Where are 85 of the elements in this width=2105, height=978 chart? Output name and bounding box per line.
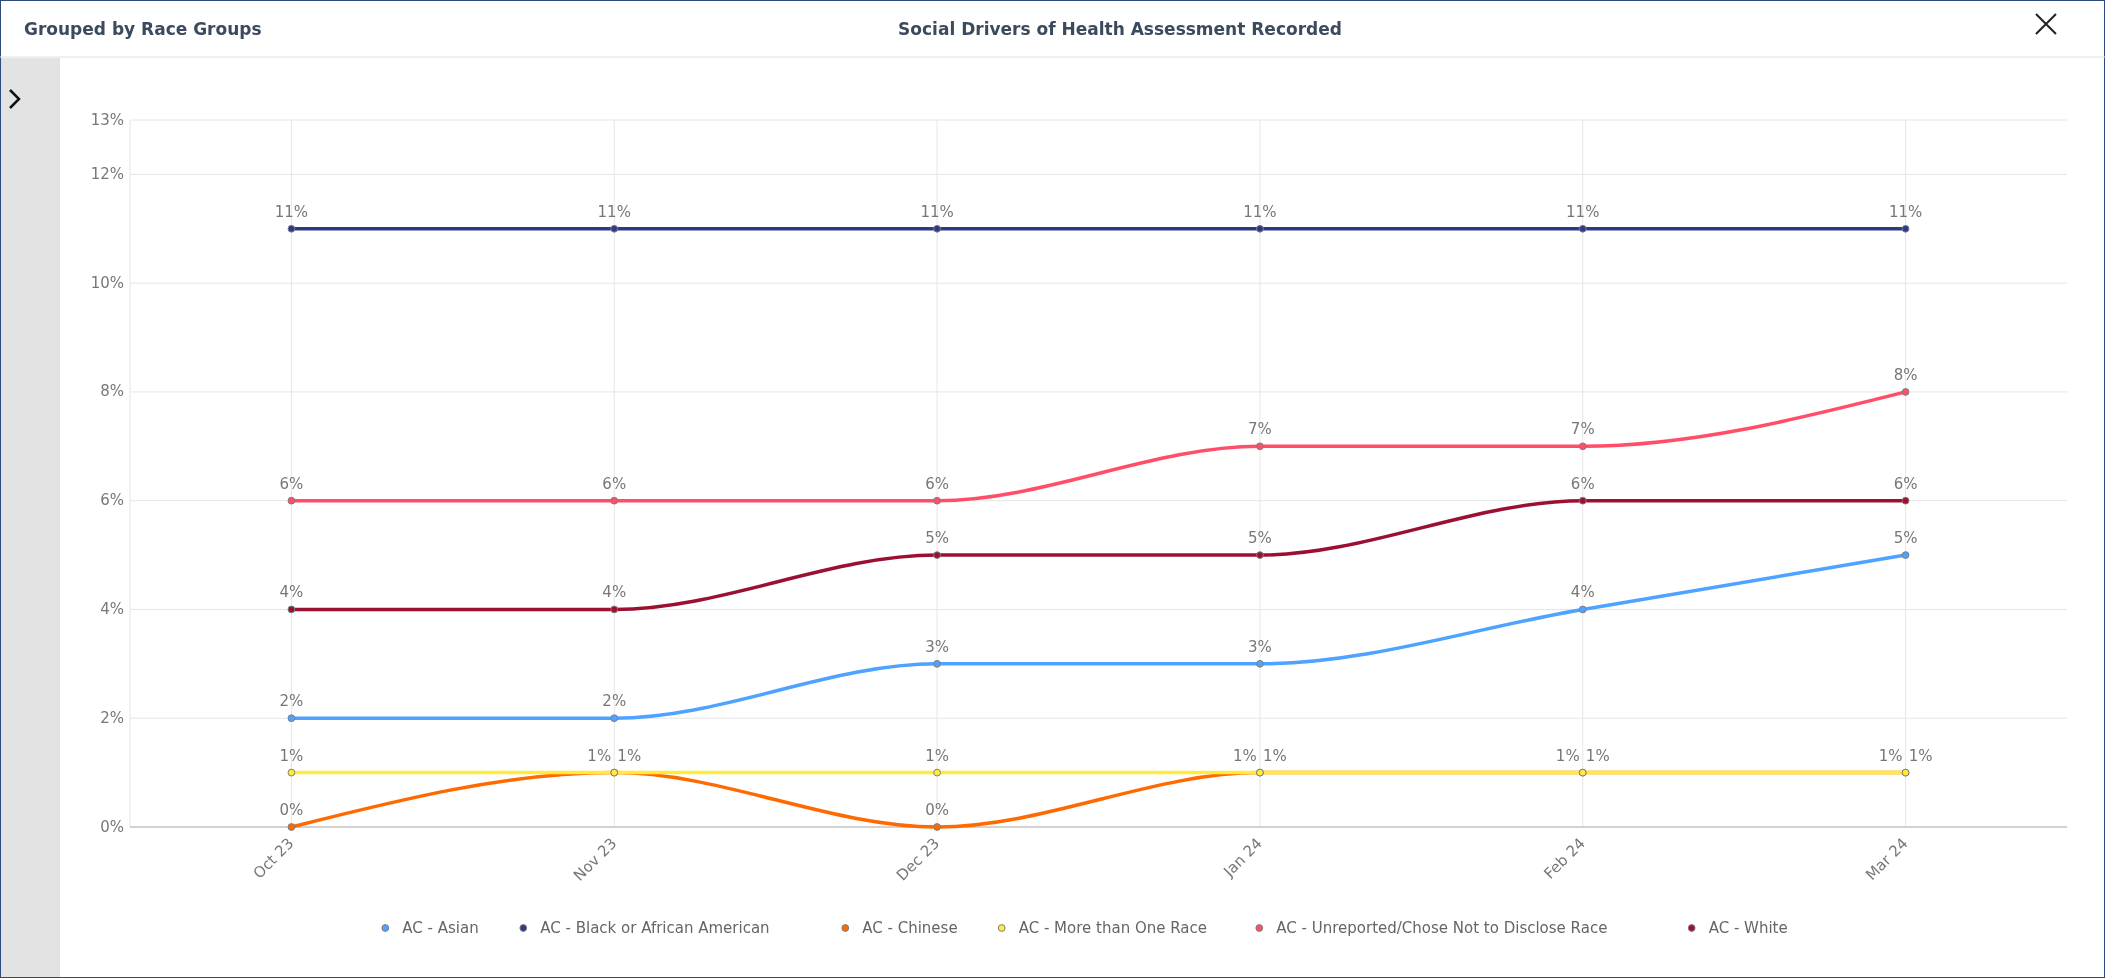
- point: [933, 551, 941, 559]
- y-tick-label: 0%: [100, 817, 124, 836]
- y-tick-label: 4%: [100, 599, 124, 618]
- data-label: 11%: [1888, 202, 1923, 221]
- data-label: 7%: [1248, 420, 1272, 439]
- data-label: 3%: [1248, 637, 1272, 656]
- data-label: 4%: [602, 583, 627, 602]
- point: [1578, 496, 1587, 505]
- chart-subtitle: Grouped by Race Groups: [24, 19, 262, 39]
- data-label: 11%: [1566, 202, 1600, 221]
- x-tick-label: Oct 23: [249, 834, 298, 883]
- legend-label: AC - Unreported/Chose Not to Disclose Race: [1276, 918, 1608, 937]
- point: [1578, 442, 1587, 451]
- legend-label: AC - Chinese: [862, 918, 958, 937]
- y-tick-label: 10%: [90, 273, 124, 292]
- legend-label: AC - More than One Race: [1018, 918, 1208, 937]
- legend-label: AC - Black or African American: [540, 918, 770, 937]
- data-label: 11%: [597, 202, 631, 221]
- data-label: 6%: [1893, 474, 1918, 493]
- point: [933, 659, 941, 668]
- data-label: 1%: [1263, 746, 1287, 765]
- data-label: 1%: [279, 746, 304, 765]
- x-tick-label: Dec 23: [892, 834, 944, 885]
- point: [287, 768, 296, 777]
- y-tick-label: 6%: [100, 491, 124, 510]
- data-label: 6%: [602, 474, 627, 493]
- y-tick-label: 13%: [90, 110, 124, 129]
- data-label: 4%: [279, 583, 304, 602]
- point: [1901, 224, 1910, 233]
- data-label: 7%: [1570, 420, 1595, 439]
- data-label: 0%: [925, 801, 949, 819]
- data-label: 0%: [279, 801, 304, 819]
- point: [610, 605, 619, 614]
- x-tick-label: Mar 24: [1861, 834, 1912, 884]
- data-label: 1%: [925, 746, 949, 765]
- point: [610, 224, 619, 233]
- x-tick-label: Feb 24: [1540, 834, 1589, 883]
- point: [1256, 224, 1264, 233]
- data-label: 11%: [274, 202, 309, 221]
- data-label: 1%: [617, 746, 642, 765]
- point: [1578, 605, 1587, 614]
- point: [1256, 551, 1264, 559]
- point: [610, 496, 619, 505]
- point: [287, 496, 296, 505]
- legend-label: AC - White: [1708, 918, 1788, 937]
- point: [1901, 496, 1910, 505]
- data-label: 5%: [925, 529, 949, 548]
- data-label: 11%: [920, 202, 954, 221]
- data-label: 1%: [1555, 746, 1580, 765]
- data-label: 3%: [925, 637, 949, 656]
- point: [933, 224, 941, 233]
- y-tick-label: 2%: [100, 708, 124, 727]
- data-label: 6%: [279, 474, 304, 493]
- data-label: 4%: [1570, 583, 1595, 602]
- y-tick-label: 12%: [90, 164, 124, 183]
- point: [1256, 442, 1264, 451]
- data-label: 2%: [602, 692, 627, 711]
- point: [1256, 659, 1264, 668]
- data-label: 1%: [1878, 746, 1903, 765]
- point: [933, 823, 941, 831]
- point: [610, 714, 619, 723]
- point: [1901, 551, 1910, 559]
- data-label: 6%: [1570, 474, 1595, 493]
- data-label: 11%: [1243, 202, 1277, 221]
- data-label: 5%: [1893, 529, 1918, 548]
- data-label: 2%: [279, 692, 304, 711]
- point: [933, 496, 941, 505]
- x-tick-label: Jan 24: [1219, 834, 1266, 881]
- legend-label: AC - Asian: [402, 918, 479, 937]
- chart-title: Social Drivers of Health Assessment Recorded: [898, 19, 1342, 39]
- data-label: 5%: [1248, 529, 1272, 548]
- data-label: 1%: [1908, 746, 1933, 765]
- point: [1578, 224, 1587, 233]
- point: [287, 605, 296, 614]
- y-tick-label: 8%: [100, 382, 124, 401]
- point: [933, 768, 941, 777]
- data-label: 6%: [925, 474, 949, 493]
- point: [1901, 388, 1910, 396]
- point: [287, 714, 296, 723]
- point: [287, 823, 296, 831]
- data-label: 8%: [1893, 365, 1918, 384]
- point: [287, 224, 296, 233]
- data-label: 1%: [1233, 746, 1257, 765]
- data-label: 1%: [1585, 746, 1610, 765]
- data-label: 1%: [587, 746, 612, 765]
